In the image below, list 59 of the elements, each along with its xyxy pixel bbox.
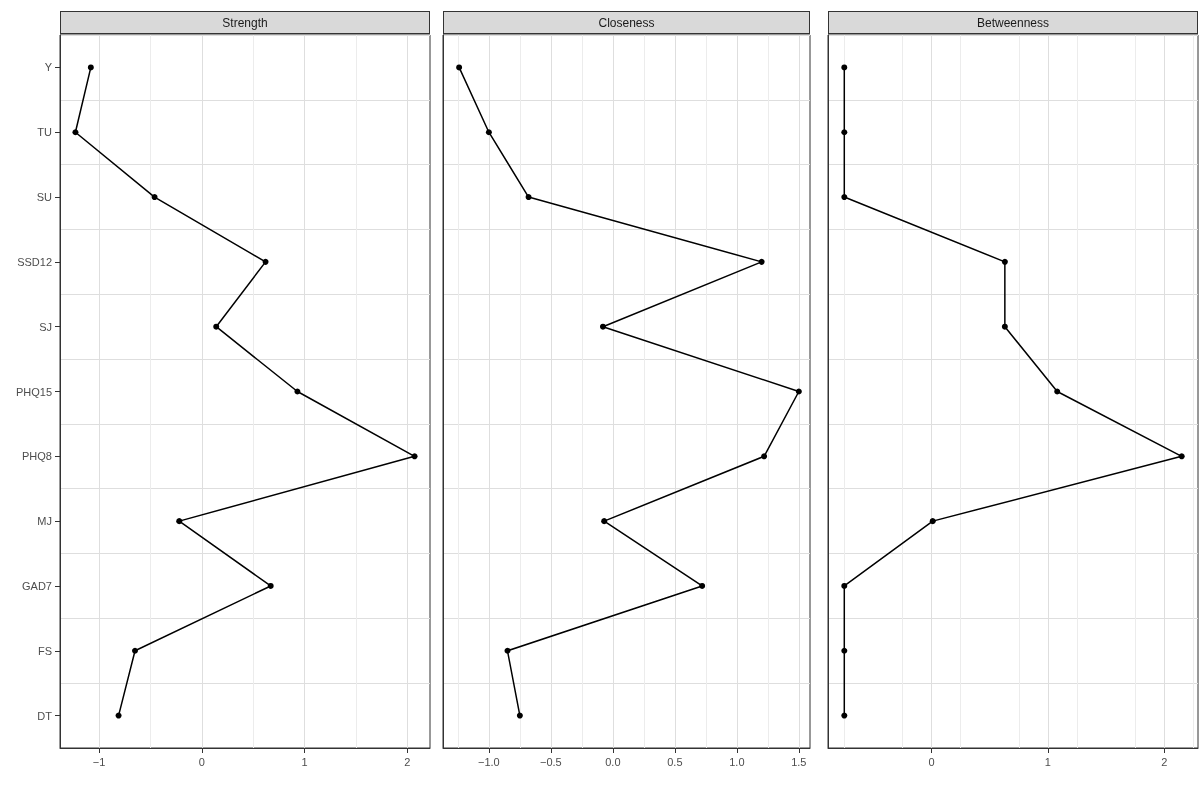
y-tick-label: TU [37,126,53,139]
y-tick-label: PHQ8 [22,450,52,463]
point [115,712,122,719]
point [841,647,848,654]
point [411,453,418,460]
y-tick-label: MJ [37,515,52,528]
chart-title: Betweenness [828,11,1198,34]
point [485,129,492,136]
x-tick-label: 2 [1161,755,1168,768]
x-tick-label: 1.5 [791,755,807,768]
point [294,388,301,395]
point [758,258,765,265]
point [267,582,274,589]
point [456,64,463,71]
point [795,388,802,395]
y-tick-label: PHQ15 [15,385,52,398]
point [841,64,848,71]
point [841,194,848,201]
y-tick-label: SSD12 [17,255,52,268]
x-tick-label: −1.0 [478,755,500,768]
point [599,323,606,330]
point [213,323,220,330]
point [1178,453,1185,460]
point [1001,323,1008,330]
x-tick-label: 0.0 [605,755,621,768]
x-tick-label: 0.5 [667,755,683,768]
point [1054,388,1061,395]
point [841,129,848,136]
point [87,64,94,71]
point [72,129,79,136]
y-tick-label: DT [37,709,53,722]
point [132,647,139,654]
point [504,647,511,654]
y-tick-label: FS [37,644,52,657]
point [525,194,532,201]
chart-title: Strength [60,11,430,34]
point [262,258,269,265]
x-tick-label: −1 [92,755,106,768]
x-tick-label: 1 [301,755,308,768]
point [516,712,523,719]
x-tick-label: 1.0 [729,755,745,768]
y-tick-label: SJ [39,320,52,333]
chart-title: Closeness [443,11,810,34]
x-tick-label: 1 [1044,755,1051,768]
point [761,453,768,460]
point [1001,258,1008,265]
point [841,582,848,589]
y-tick-label: SU [36,191,53,204]
x-tick-label: −0.5 [540,755,562,768]
point [929,518,936,525]
y-tick-label: GAD7 [22,579,52,592]
point [601,518,608,525]
point [176,518,183,525]
y-tick-label: Y [44,61,53,74]
x-tick-label: 2 [404,755,411,768]
point [151,194,158,201]
point [699,582,706,589]
x-tick-label: 0 [198,755,205,768]
x-tick-label: 0 [928,755,935,768]
